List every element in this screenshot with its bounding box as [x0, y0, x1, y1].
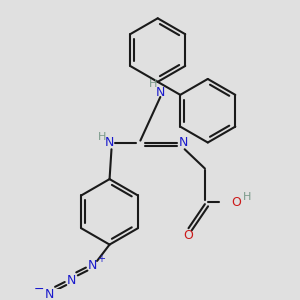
Text: O: O: [184, 230, 194, 242]
Text: −: −: [34, 283, 44, 296]
Text: +: +: [97, 254, 105, 264]
Text: N: N: [66, 274, 76, 287]
Text: N: N: [45, 288, 55, 300]
Text: H: H: [148, 80, 157, 89]
Text: H: H: [243, 192, 251, 203]
Text: N: N: [179, 136, 188, 149]
Text: N: N: [156, 86, 165, 99]
Text: O: O: [232, 196, 242, 209]
Text: N: N: [105, 136, 114, 149]
Text: N: N: [88, 259, 97, 272]
Text: H: H: [98, 132, 106, 142]
